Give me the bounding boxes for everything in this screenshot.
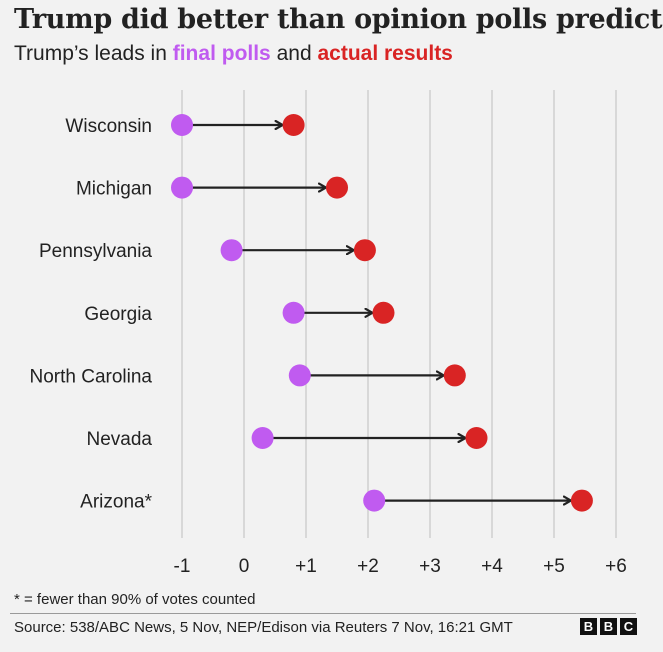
category-label: Georgia xyxy=(84,304,152,325)
poll-point xyxy=(251,427,274,449)
category-label: Michigan xyxy=(76,179,152,200)
result-point xyxy=(372,301,395,324)
x-tick-label: 0 xyxy=(239,556,250,577)
result-point xyxy=(465,427,488,449)
bbc-logo-letter: C xyxy=(620,618,637,635)
x-tick-label: +1 xyxy=(295,556,317,577)
result-point xyxy=(570,489,593,512)
result-point xyxy=(443,364,466,387)
poll-point xyxy=(288,364,311,387)
poll-point xyxy=(363,489,386,512)
result-point xyxy=(353,239,376,262)
chart-title: Trump did better than opinion polls pred… xyxy=(14,4,663,35)
dumbbell-chart: -1 0 +1 +2 +3 +4 +5 +6 Wisconsin Michigan Pennsyl… xyxy=(30,90,627,577)
poll-point xyxy=(282,301,305,324)
subtitle-prefix: Trump’s leads in xyxy=(14,42,173,65)
result-point xyxy=(326,176,348,199)
data-marks xyxy=(171,114,593,512)
x-tick-label: -1 xyxy=(174,556,191,577)
x-tick-label: +6 xyxy=(605,556,627,577)
bbc-logo-letter: B xyxy=(580,618,597,635)
poll-point xyxy=(220,239,243,262)
source-note: Source: 538/ABC News, 5 Nov, NEP/Edison … xyxy=(14,619,513,636)
footnote: * = fewer than 90% of votes counted xyxy=(14,591,256,608)
x-tick-label: +5 xyxy=(543,556,565,577)
category-label: Nevada xyxy=(87,429,153,450)
x-axis-ticks: -1 0 +1 +2 +3 +4 +5 +6 xyxy=(174,556,627,577)
chart-subtitle: Trump’s leads in final polls and actual … xyxy=(14,42,453,66)
legend-final-polls: final polls xyxy=(172,42,271,65)
category-label: Pennsylvania xyxy=(39,241,152,262)
poll-point xyxy=(171,176,193,199)
category-label: Arizona* xyxy=(80,492,152,513)
bbc-logo: B B C xyxy=(580,618,637,635)
x-tick-label: +4 xyxy=(481,556,503,577)
result-point xyxy=(282,114,305,136)
bbc-logo-letter: B xyxy=(600,618,617,635)
grid-lines xyxy=(181,90,617,538)
category-label: North Carolina xyxy=(30,366,153,387)
x-tick-label: +3 xyxy=(419,556,441,577)
subtitle-and: and xyxy=(270,42,318,65)
category-label: Wisconsin xyxy=(65,116,152,137)
poll-point xyxy=(171,114,193,136)
legend-actual-results: actual results xyxy=(317,42,453,65)
x-tick-label: +2 xyxy=(357,556,379,577)
category-labels: Wisconsin Michigan Pennsylvania Georgia Nort… xyxy=(30,116,153,513)
footer-divider xyxy=(10,613,636,614)
